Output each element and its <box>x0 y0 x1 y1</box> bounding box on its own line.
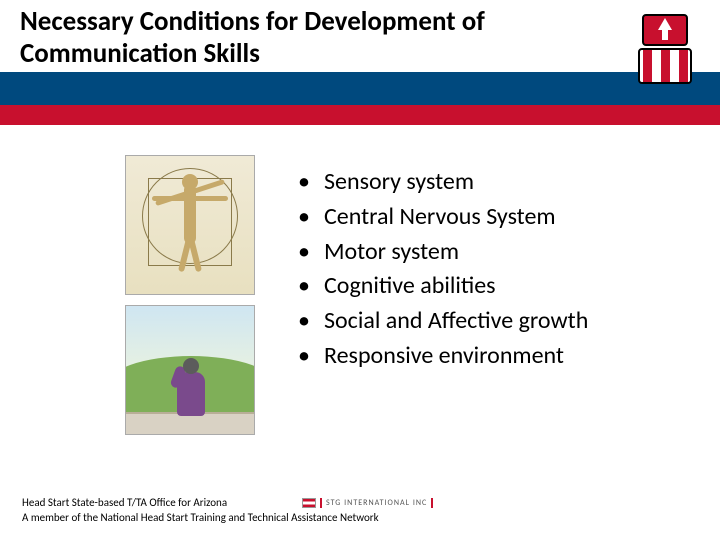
footer-text: Head Start State-based T/TA Office for A… <box>22 496 702 526</box>
content-area: Sensory system Central Nervous System Mo… <box>0 155 720 475</box>
bullet-item: Motor system <box>298 235 720 270</box>
blue-stripe <box>0 72 720 105</box>
footer-line-2: A member of the National Head Start Trai… <box>22 511 702 526</box>
illustration-column <box>0 155 280 475</box>
bullet-item: Responsive environment <box>298 339 720 374</box>
up-arrow-stem <box>662 28 668 40</box>
blocks-logo <box>630 14 700 86</box>
bullet-list: Sensory system Central Nervous System Mo… <box>280 155 720 475</box>
bullet-item: Cognitive abilities <box>298 269 720 304</box>
bullet-item: Central Nervous System <box>298 200 720 235</box>
title-bar: Necessary Conditions for Development of … <box>0 0 720 125</box>
slide-title: Necessary Conditions for Development of … <box>20 6 580 71</box>
logo-bottom-block <box>638 48 692 84</box>
bullet-item: Sensory system <box>298 165 720 200</box>
red-stripe <box>0 105 720 125</box>
footer-line-1: Head Start State-based T/TA Office for A… <box>22 496 702 511</box>
vitruvian-illustration <box>125 155 255 295</box>
bullet-item: Social and Affective growth <box>298 304 720 339</box>
thinker-illustration <box>125 305 255 435</box>
